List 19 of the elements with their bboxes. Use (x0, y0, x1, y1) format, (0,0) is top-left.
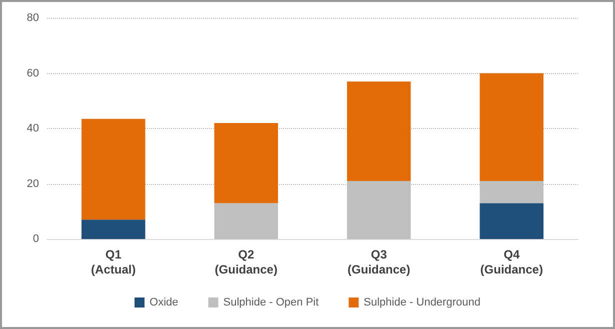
x-tick-label: Q1 (Actual) (91, 248, 136, 276)
legend-label: Oxide (150, 296, 178, 308)
legend-label: Sulphide - Underground (364, 296, 480, 308)
y-tick-label: 80 (26, 12, 39, 24)
bar (480, 203, 544, 239)
y-tick-label: 0 (32, 233, 39, 245)
y-tick-label: 60 (26, 67, 39, 80)
x-tick-label: Q3 (Guidance) (348, 248, 410, 276)
legend-label: Sulphide - Open Pit (223, 296, 319, 308)
x-tick-label: Q2 (Guidance) (214, 248, 278, 276)
bar (82, 118, 146, 220)
bar (214, 122, 278, 204)
y-tick-label: 40 (26, 122, 39, 134)
bar (347, 82, 411, 181)
bar (82, 220, 146, 239)
bar (214, 203, 278, 239)
bar (480, 73, 544, 181)
x-tick-label: Q4 (Guidance) (480, 248, 543, 276)
y-tick-label: 20 (26, 178, 39, 190)
